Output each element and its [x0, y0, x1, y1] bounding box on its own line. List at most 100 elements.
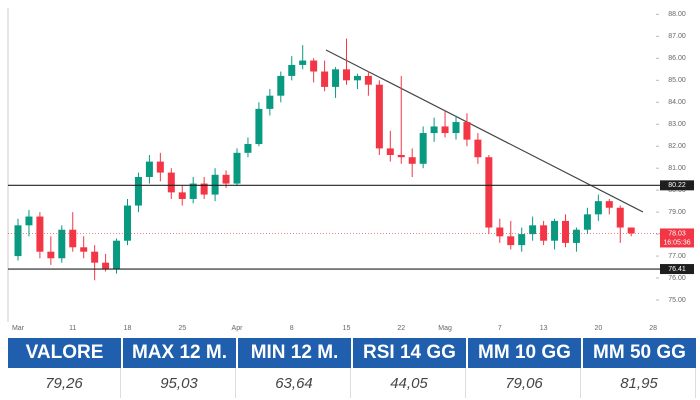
y-tick-label: 81.00 — [668, 165, 686, 172]
last-price-bg — [660, 228, 694, 248]
y-tick-label: 75.00 — [668, 297, 686, 304]
y-tick-label: 76.00 — [668, 275, 686, 282]
trend-line — [325, 49, 644, 213]
candle-body — [572, 229, 580, 243]
candle-body — [332, 69, 340, 87]
candle-body — [430, 126, 438, 134]
x-tick-label: 22 — [397, 325, 405, 332]
candle-body — [288, 64, 296, 76]
candle-body — [364, 75, 372, 85]
candle-body — [408, 157, 416, 164]
candle-body — [386, 148, 394, 156]
y-tick-label: 87.00 — [668, 33, 686, 40]
candle-body — [321, 71, 329, 87]
candle-body — [134, 176, 142, 206]
candle-body — [452, 122, 460, 134]
candle-body — [178, 192, 186, 199]
candle-body — [156, 161, 164, 173]
candle-body — [47, 251, 55, 259]
level-label: 80.22 — [668, 182, 686, 189]
value-cell: 79,26 — [8, 368, 121, 398]
level-label: 76.41 — [668, 266, 686, 273]
header-cell: MAX 12 M. — [123, 338, 236, 368]
candle-body — [167, 172, 175, 193]
y-tick-label: 86.00 — [668, 55, 686, 62]
candle-body — [14, 225, 22, 257]
candle-body — [518, 234, 526, 246]
candle-body — [529, 225, 537, 235]
candle-body — [485, 157, 493, 228]
header-cell: VALORE — [8, 338, 121, 368]
x-tick-label: 20 — [594, 325, 602, 332]
x-tick-label: 28 — [649, 325, 657, 332]
candle-body — [616, 207, 624, 228]
candle-body — [266, 95, 274, 109]
candle-body — [507, 236, 515, 246]
x-tick-label: Mar — [12, 325, 25, 332]
chart: 75.0076.0077.0078.0079.0080.0081.0082.00… — [7, 8, 694, 332]
candle-body — [69, 229, 77, 248]
candle-body — [189, 183, 197, 199]
candle-body — [397, 155, 405, 158]
candle-body — [353, 75, 361, 81]
candle-body — [562, 220, 569, 243]
x-tick-label: 13 — [540, 325, 548, 332]
x-tick-label: Apr — [232, 325, 244, 332]
candle-body — [80, 247, 88, 252]
candle-body — [102, 262, 110, 270]
candle-body — [91, 251, 99, 263]
candle-body — [211, 174, 219, 195]
stats-table: VALORE MAX 12 M. MIN 12 M. RSI 14 GG MM 10 G… — [8, 338, 696, 398]
y-tick-label: 79.00 — [668, 209, 686, 216]
candle-body — [474, 139, 482, 158]
y-tick-label: 88.00 — [668, 11, 686, 18]
candle-body — [375, 84, 383, 149]
x-tick-label: 25 — [178, 325, 186, 332]
candle-body — [277, 75, 285, 96]
level-label-bg — [660, 180, 694, 191]
value-cell: 95,03 — [123, 368, 236, 398]
candle-body — [124, 205, 131, 241]
candle-body — [113, 240, 121, 270]
value-cell: 79,06 — [468, 368, 581, 398]
candle-body — [540, 225, 548, 241]
candle-body — [594, 201, 602, 215]
x-tick-label: 18 — [124, 325, 132, 332]
y-tick-label: 85.00 — [668, 77, 686, 84]
candle-body — [255, 108, 263, 145]
candle-body — [233, 152, 241, 184]
candle-body — [58, 229, 66, 259]
x-tick-label: 11 — [69, 325, 76, 332]
y-tick-label: 83.00 — [668, 121, 686, 128]
candle-body — [583, 214, 591, 230]
candle-body — [36, 216, 44, 252]
value-cell: 81,95 — [583, 368, 696, 398]
candle-body — [463, 122, 471, 140]
candle-body — [25, 216, 33, 226]
x-tick-label: 7 — [498, 325, 502, 332]
header-cell: MIN 12 M. — [238, 338, 351, 368]
candle-body — [605, 201, 613, 208]
candle-body — [299, 60, 307, 65]
candle-body — [419, 133, 427, 164]
candle-body — [551, 220, 559, 241]
y-tick-label: 80.00 — [668, 187, 686, 194]
header-cell: MM 50 GG — [583, 338, 696, 368]
level-label-bg — [660, 264, 694, 275]
candle-body — [310, 60, 318, 72]
header-cell: RSI 14 GG — [353, 338, 466, 368]
x-tick-label: Mag — [438, 325, 452, 332]
candle-body — [441, 126, 449, 134]
candle-body — [222, 174, 230, 184]
value-cell: 44,05 — [353, 368, 466, 398]
x-tick-label: 8 — [290, 325, 294, 332]
countdown-label: 16:05:36 — [663, 239, 690, 246]
candle-body — [627, 227, 635, 234]
candle-body — [496, 227, 504, 237]
header-cell: MM 10 GG — [468, 338, 581, 368]
value-cell: 63,64 — [238, 368, 351, 398]
y-tick-label: 84.00 — [668, 99, 686, 106]
candle-body — [200, 183, 208, 195]
candle-body — [244, 144, 252, 153]
